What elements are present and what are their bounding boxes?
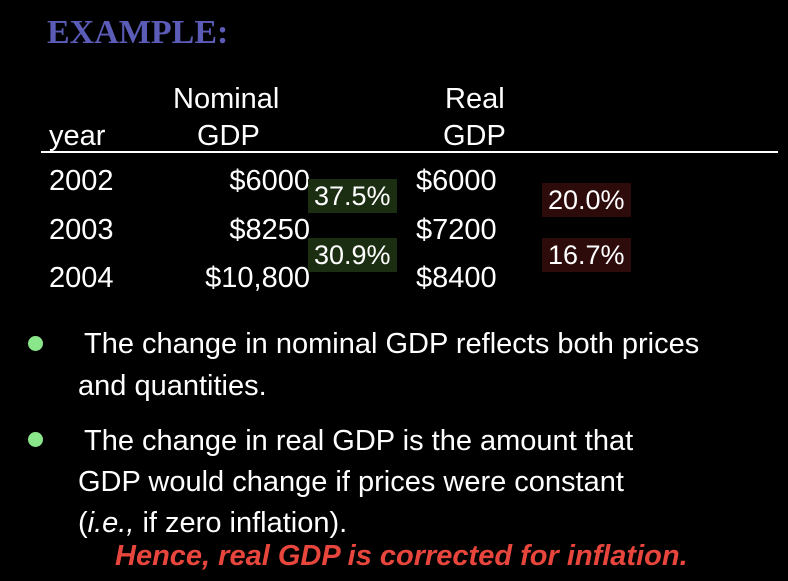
row-year: 2002	[49, 165, 114, 197]
row-year: 2004	[49, 262, 114, 294]
nominal-change-badge: 30.9%	[308, 238, 397, 272]
slide-title: EXAMPLE:	[47, 14, 229, 51]
real-change-badge: 16.7%	[542, 238, 631, 272]
ie-italic: i.e.,	[87, 507, 135, 539]
row-real-gdp: $7200	[416, 214, 497, 246]
header-real-bottom: GDP	[443, 120, 506, 152]
row-year: 2003	[49, 214, 114, 246]
bullet-line: The change in real GDP is the amount tha…	[84, 425, 634, 457]
bullet-line: and quantities.	[78, 370, 267, 402]
bullet-line: The change in nominal GDP reflects both …	[84, 328, 700, 360]
row-nominal-gdp: $6000	[229, 165, 310, 197]
header-nominal-bottom: GDP	[197, 120, 260, 152]
row-nominal-gdp: $10,800	[205, 262, 310, 294]
header-nominal-top: Nominal	[173, 83, 280, 115]
header-real-top: Real	[445, 83, 505, 115]
ie-prefix: (	[78, 507, 88, 539]
bullet-icon	[28, 336, 43, 351]
conclusion-text: Hence, real GDP is corrected for inflati…	[115, 540, 688, 572]
row-real-gdp: $8400	[416, 262, 497, 294]
row-nominal-gdp: $8250	[229, 214, 310, 246]
row-real-gdp: $6000	[416, 165, 497, 197]
real-change-badge: 20.0%	[542, 183, 631, 217]
header-year: year	[49, 120, 106, 152]
bullet-icon	[28, 432, 43, 447]
ie-rest: if zero inflation).	[134, 507, 348, 539]
table-header-rule	[41, 151, 778, 153]
bullet-line: (i.e., if zero inflation).	[78, 503, 347, 543]
nominal-change-badge: 37.5%	[308, 179, 397, 213]
bullet-line: GDP would change if prices were constant	[78, 466, 624, 498]
